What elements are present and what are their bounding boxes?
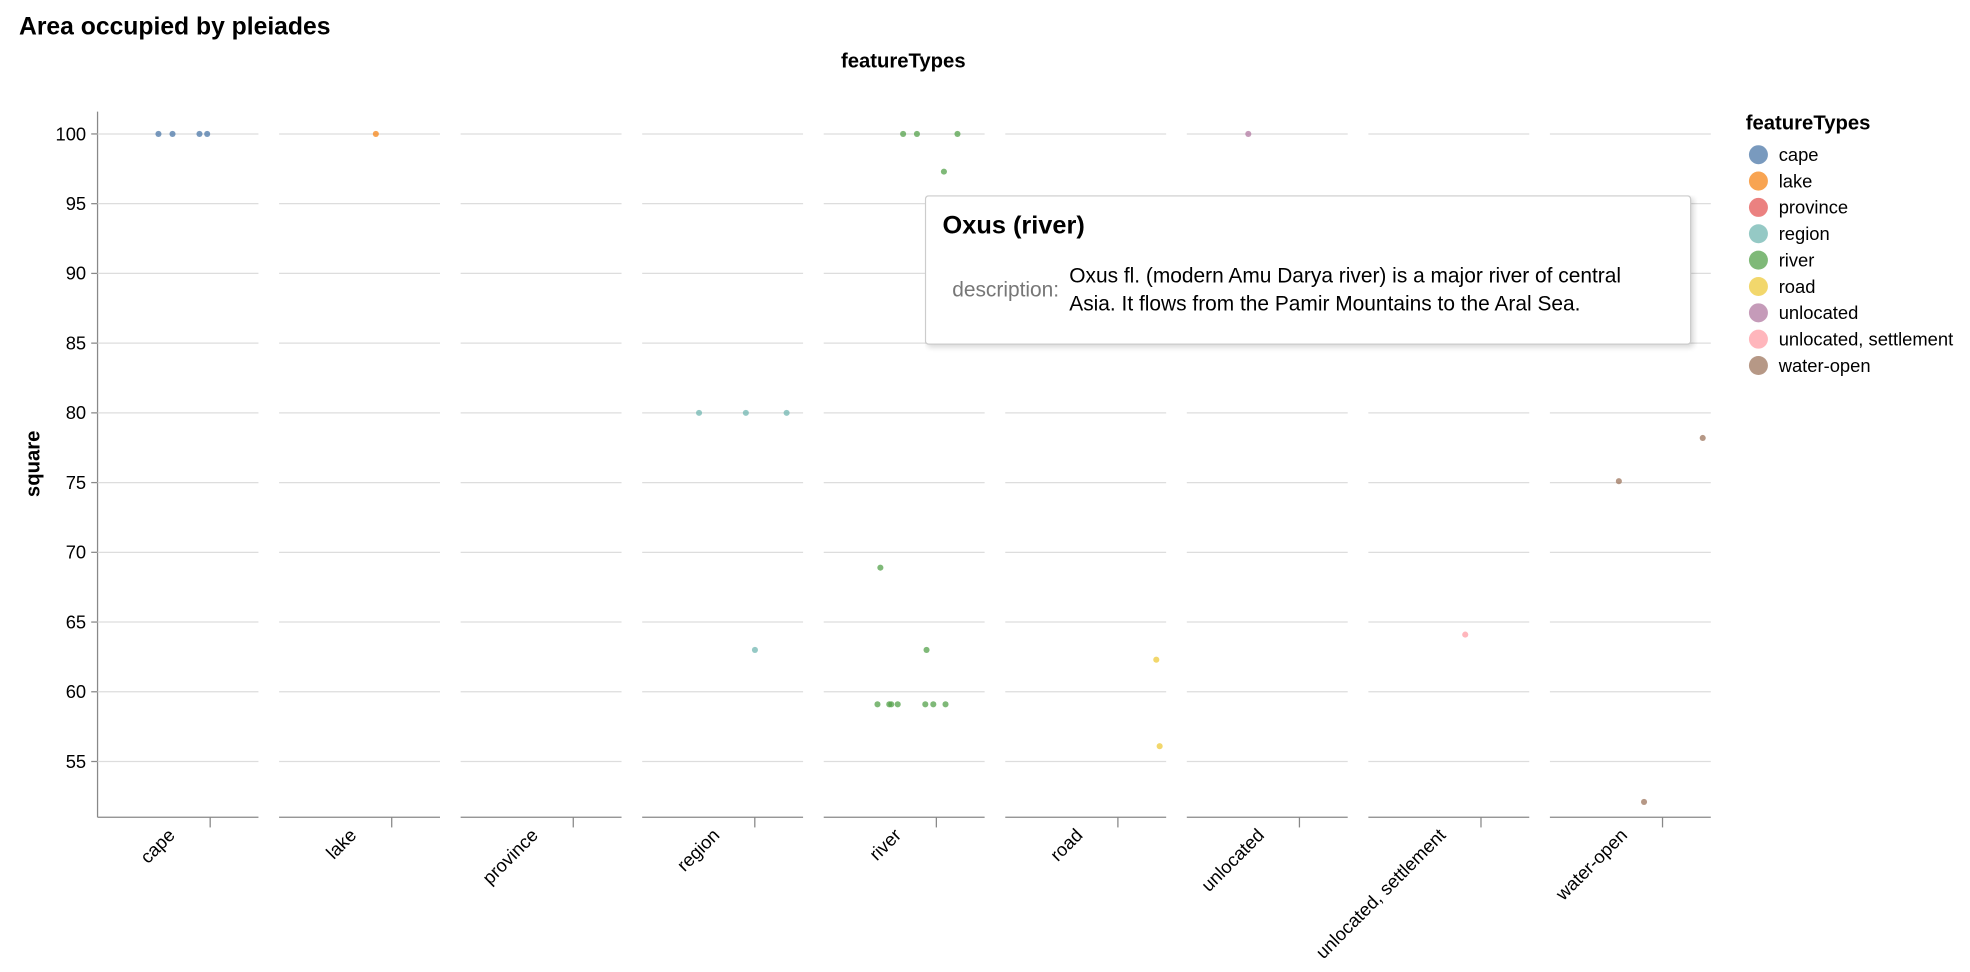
y-tick-label: 75	[66, 472, 86, 493]
point	[742, 409, 749, 416]
legend-label: unlocated	[1779, 302, 1859, 323]
point	[894, 701, 901, 708]
point	[1245, 130, 1252, 137]
point	[954, 130, 961, 137]
legend-symbol	[1748, 197, 1768, 217]
x-tick-label: unlocated	[1197, 824, 1268, 895]
legend-label: cape	[1779, 144, 1819, 165]
point	[169, 130, 176, 137]
y-tick-label: 85	[66, 332, 86, 353]
y-axis-title: square	[22, 431, 44, 497]
legend-label: lake	[1779, 170, 1813, 191]
point	[372, 130, 379, 137]
legend-label: river	[1779, 249, 1815, 270]
point	[930, 701, 937, 708]
legend-label: province	[1779, 197, 1848, 218]
legend-label: water-open	[1778, 355, 1871, 376]
point	[155, 130, 162, 137]
point	[888, 701, 895, 708]
point	[196, 130, 203, 137]
point	[923, 646, 930, 653]
legend-symbol	[1748, 356, 1768, 376]
facet-title: featureTypes	[841, 50, 966, 72]
y-tick-label: 55	[66, 751, 86, 772]
y-tick-label: 90	[66, 263, 86, 284]
point	[783, 409, 790, 416]
point	[942, 701, 949, 708]
tooltip-value: Oxus fl. (modern Amu Darya river) is a m…	[1069, 264, 1622, 316]
point	[1153, 656, 1160, 663]
y-tick-label: 60	[66, 681, 86, 702]
legend-symbol	[1748, 171, 1768, 191]
chart-title: Area occupied by pleiades	[19, 13, 330, 40]
point	[940, 168, 947, 175]
point	[1699, 434, 1706, 442]
point	[751, 646, 758, 653]
x-tick-label: lake	[322, 824, 361, 863]
y-tick-label: 100	[56, 123, 87, 144]
tooltip-key: description:	[952, 278, 1060, 302]
tooltip-row: description: Oxus fl. (modern Amu Darya …	[943, 262, 1674, 318]
point	[913, 130, 920, 137]
x-tick-label: region	[672, 824, 723, 875]
point	[204, 130, 211, 137]
point	[1462, 631, 1469, 638]
point	[1156, 743, 1163, 750]
point	[696, 409, 703, 416]
legend-label: road	[1779, 276, 1816, 297]
point	[1615, 478, 1622, 485]
legend-label: unlocated, settlement	[1779, 329, 1954, 350]
point	[922, 701, 929, 708]
point	[1640, 798, 1648, 805]
point	[877, 564, 884, 571]
tooltip-box: Oxus (river) description: Oxus fl. (mode…	[924, 195, 1692, 345]
point	[900, 130, 907, 137]
y-tick-label: 70	[66, 542, 86, 563]
legend-title: featureTypes	[1746, 112, 1871, 134]
y-tick-label: 80	[66, 402, 86, 423]
x-tick-label: cape	[136, 824, 179, 867]
tooltip: Oxus (river) description: Oxus fl. (mode…	[924, 195, 1692, 345]
tooltip-title: Oxus (river)	[942, 211, 1085, 240]
y-tick-label: 65	[66, 611, 86, 632]
x-tick-label: water-open	[1551, 824, 1632, 905]
legend-symbol	[1748, 224, 1768, 244]
x-tick-label: river	[865, 824, 905, 864]
legend-symbol	[1748, 303, 1768, 323]
x-tick-label: province	[478, 824, 542, 888]
legend-label: region	[1779, 223, 1830, 244]
legend-symbol	[1748, 250, 1768, 270]
x-tick-label: unlocated, settlement	[1311, 824, 1449, 962]
legend-symbol	[1748, 145, 1768, 165]
legend-symbol	[1748, 329, 1768, 349]
x-tick-label: road	[1046, 824, 1087, 865]
point	[874, 701, 881, 708]
y-tick-label: 95	[66, 193, 86, 214]
legend-symbol	[1748, 276, 1768, 296]
